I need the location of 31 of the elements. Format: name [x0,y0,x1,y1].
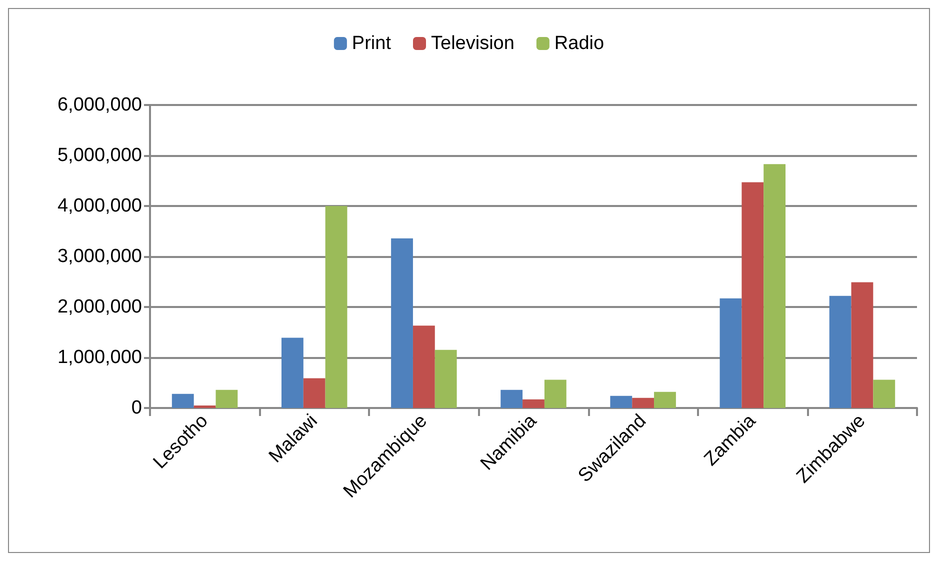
bar [742,182,764,408]
bar [216,390,238,408]
bar [654,392,676,408]
bar [873,380,896,408]
y-tick-label: 4,000,000 [57,196,142,216]
y-tick-label: 0 [131,398,142,418]
bar [544,380,566,408]
bar [522,399,544,408]
bar [764,164,786,408]
bar [500,390,523,408]
bar [610,396,632,408]
bar [194,405,216,408]
bar [829,296,852,408]
bar [172,394,194,408]
bar [851,282,874,408]
y-tick-label: 1,000,000 [57,347,142,368]
bar [412,326,435,408]
legend-label: Radio [554,33,604,54]
y-tick-label: 6,000,000 [57,94,142,116]
y-tick-label: 5,000,000 [57,145,142,166]
y-tick-label: 3,000,000 [57,246,142,267]
bar [434,350,457,408]
bar [281,338,304,408]
bar [303,378,326,408]
legend-label: Print [352,33,392,54]
bar [325,206,348,408]
bar [632,398,654,408]
bar [720,298,742,408]
y-tick-label: 2,000,000 [57,296,142,318]
legend-label: Television [430,33,514,54]
bar [391,238,413,408]
